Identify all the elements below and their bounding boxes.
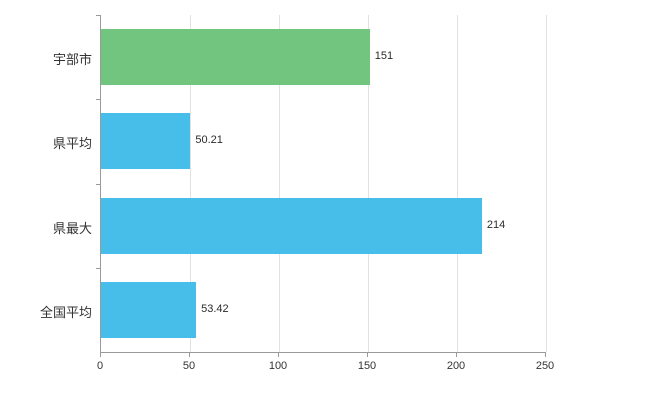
x-tick-label: 0 [96,360,104,372]
gridline [457,15,458,352]
y-axis-tick [96,99,100,101]
plot-area: 151 50.21 214 53.42 [100,15,547,353]
x-tick-label: 150 [357,360,377,372]
x-axis-tick [545,353,546,357]
y-axis-tick [96,15,100,16]
x-tick-label: 200 [446,360,466,372]
x-tick-label: 50 [182,360,196,372]
bar [101,29,370,86]
x-axis-tick [278,353,279,357]
gridline [190,15,191,352]
x-tick-label: 250 [535,360,555,372]
category-label: 全国平均 [39,304,92,320]
x-axis-tick [367,353,368,357]
category-label: 宇部市 [52,52,92,68]
y-axis-tick [96,267,100,269]
x-axis-tick [189,353,190,357]
value-label: 214 [486,218,506,231]
x-axis-tick [100,353,101,357]
bar [101,113,191,170]
gridline [546,15,547,352]
gridline [279,15,280,352]
category-label: 県平均 [52,136,92,152]
x-axis-tick [456,353,457,357]
y-axis-tick [96,183,100,185]
value-label: 151 [374,50,394,63]
gridline [368,15,369,352]
category-label: 県最大 [52,220,92,236]
bar [101,197,482,254]
bar [101,281,197,338]
x-tick-label: 100 [268,360,288,372]
value-label: 53.42 [201,302,229,315]
value-label: 50.21 [195,134,223,147]
